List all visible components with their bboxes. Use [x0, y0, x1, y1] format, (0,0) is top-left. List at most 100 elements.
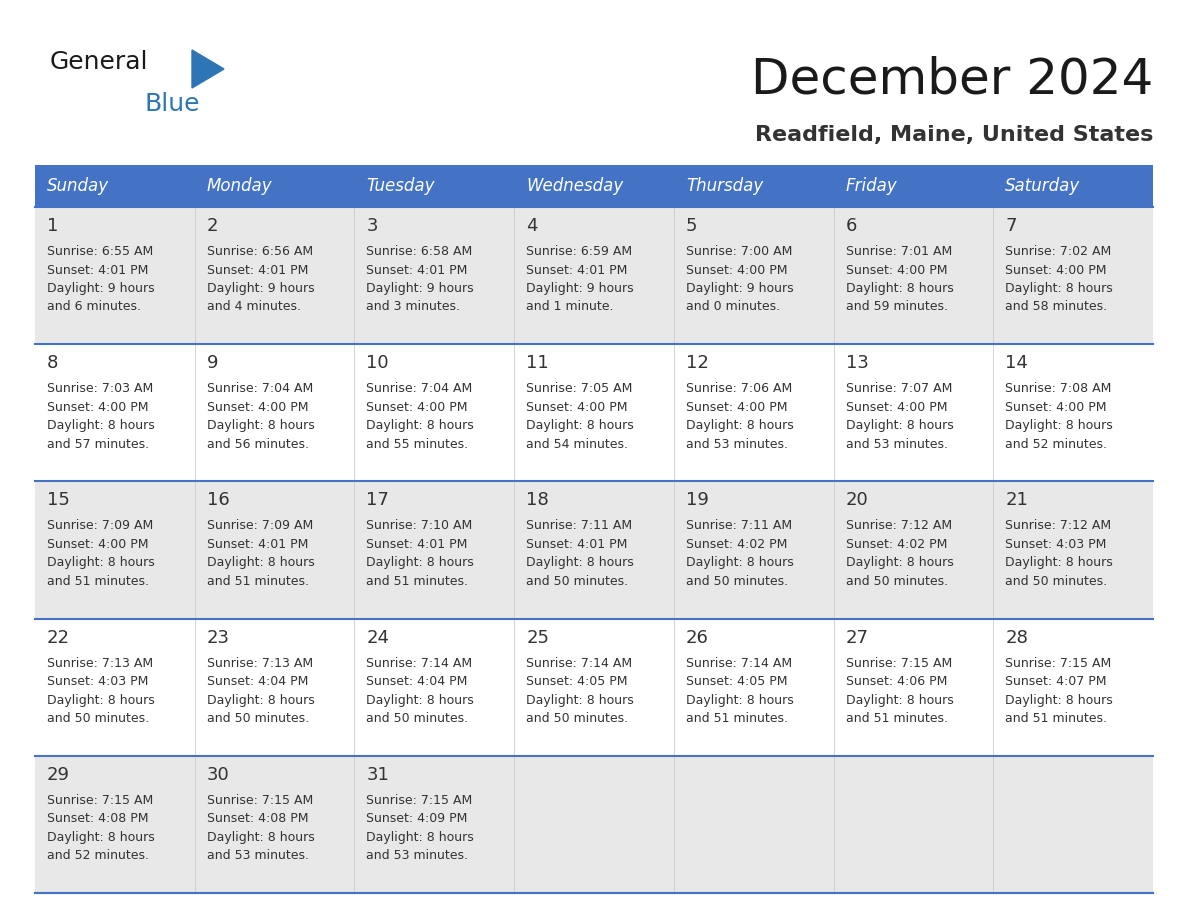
Text: Daylight: 8 hours: Daylight: 8 hours	[366, 420, 474, 432]
Text: Sunrise: 7:09 AM: Sunrise: 7:09 AM	[207, 520, 312, 532]
Text: Sunset: 4:00 PM: Sunset: 4:00 PM	[1005, 400, 1107, 414]
Text: Sunset: 4:00 PM: Sunset: 4:00 PM	[685, 263, 788, 276]
Text: Sunday: Sunday	[48, 177, 109, 195]
Text: 11: 11	[526, 354, 549, 372]
Text: Daylight: 8 hours: Daylight: 8 hours	[526, 420, 634, 432]
Text: Daylight: 9 hours: Daylight: 9 hours	[48, 282, 154, 295]
Text: Daylight: 8 hours: Daylight: 8 hours	[48, 420, 154, 432]
Text: 21: 21	[1005, 491, 1028, 509]
Text: Sunrise: 7:04 AM: Sunrise: 7:04 AM	[207, 382, 312, 396]
Text: 13: 13	[846, 354, 868, 372]
Text: Sunset: 4:00 PM: Sunset: 4:00 PM	[846, 400, 947, 414]
Text: and 58 minutes.: and 58 minutes.	[1005, 300, 1107, 314]
Text: and 6 minutes.: and 6 minutes.	[48, 300, 141, 314]
Text: and 56 minutes.: and 56 minutes.	[207, 438, 309, 451]
Text: and 50 minutes.: and 50 minutes.	[846, 575, 948, 588]
Bar	[34, 207, 1154, 344]
Text: Sunset: 4:01 PM: Sunset: 4:01 PM	[526, 263, 627, 276]
Text: Sunset: 4:09 PM: Sunset: 4:09 PM	[366, 812, 468, 825]
Text: Sunset: 4:01 PM: Sunset: 4:01 PM	[526, 538, 627, 551]
Text: Daylight: 8 hours: Daylight: 8 hours	[685, 556, 794, 569]
Text: and 51 minutes.: and 51 minutes.	[48, 575, 148, 588]
Text: and 50 minutes.: and 50 minutes.	[48, 712, 150, 725]
Polygon shape	[192, 50, 225, 88]
Text: Daylight: 8 hours: Daylight: 8 hours	[685, 694, 794, 707]
Text: 26: 26	[685, 629, 709, 646]
Text: Daylight: 9 hours: Daylight: 9 hours	[207, 282, 315, 295]
Text: Sunrise: 7:07 AM: Sunrise: 7:07 AM	[846, 382, 952, 396]
Text: Sunrise: 7:15 AM: Sunrise: 7:15 AM	[48, 794, 153, 807]
Text: 25: 25	[526, 629, 549, 646]
Text: Sunrise: 6:56 AM: Sunrise: 6:56 AM	[207, 245, 312, 258]
Text: and 1 minute.: and 1 minute.	[526, 300, 614, 314]
Text: Sunrise: 7:10 AM: Sunrise: 7:10 AM	[366, 520, 473, 532]
Text: 22: 22	[48, 629, 70, 646]
Text: Sunset: 4:08 PM: Sunset: 4:08 PM	[207, 812, 308, 825]
Text: Daylight: 8 hours: Daylight: 8 hours	[366, 694, 474, 707]
Text: Sunset: 4:03 PM: Sunset: 4:03 PM	[1005, 538, 1107, 551]
Text: Daylight: 8 hours: Daylight: 8 hours	[685, 420, 794, 432]
Text: Sunset: 4:04 PM: Sunset: 4:04 PM	[207, 675, 308, 688]
Text: Sunset: 4:02 PM: Sunset: 4:02 PM	[685, 538, 788, 551]
Bar	[34, 756, 1154, 893]
Text: 15: 15	[48, 491, 70, 509]
Text: 3: 3	[366, 217, 378, 235]
Text: Sunrise: 7:11 AM: Sunrise: 7:11 AM	[526, 520, 632, 532]
Text: Sunrise: 7:15 AM: Sunrise: 7:15 AM	[846, 656, 952, 669]
Text: Sunrise: 7:12 AM: Sunrise: 7:12 AM	[846, 520, 952, 532]
Text: Sunset: 4:05 PM: Sunset: 4:05 PM	[526, 675, 627, 688]
Text: 29: 29	[48, 766, 70, 784]
Text: Monday: Monday	[207, 177, 272, 195]
Text: Sunrise: 6:58 AM: Sunrise: 6:58 AM	[366, 245, 473, 258]
Text: 23: 23	[207, 629, 229, 646]
Text: Daylight: 8 hours: Daylight: 8 hours	[1005, 282, 1113, 295]
Text: 31: 31	[366, 766, 390, 784]
Text: Sunset: 4:00 PM: Sunset: 4:00 PM	[846, 263, 947, 276]
Bar	[34, 344, 1154, 481]
Text: Daylight: 8 hours: Daylight: 8 hours	[846, 420, 953, 432]
Text: and 4 minutes.: and 4 minutes.	[207, 300, 301, 314]
Text: Sunset: 4:01 PM: Sunset: 4:01 PM	[366, 263, 468, 276]
Text: and 59 minutes.: and 59 minutes.	[846, 300, 948, 314]
Text: Daylight: 8 hours: Daylight: 8 hours	[48, 556, 154, 569]
Text: 2: 2	[207, 217, 219, 235]
Text: and 50 minutes.: and 50 minutes.	[526, 712, 628, 725]
Text: Sunrise: 7:01 AM: Sunrise: 7:01 AM	[846, 245, 952, 258]
Text: 30: 30	[207, 766, 229, 784]
Text: Sunset: 4:01 PM: Sunset: 4:01 PM	[48, 263, 148, 276]
Text: Daylight: 8 hours: Daylight: 8 hours	[846, 556, 953, 569]
Text: 27: 27	[846, 629, 868, 646]
Text: 28: 28	[1005, 629, 1028, 646]
Text: and 50 minutes.: and 50 minutes.	[1005, 575, 1107, 588]
Text: and 52 minutes.: and 52 minutes.	[1005, 438, 1107, 451]
Text: Sunrise: 7:02 AM: Sunrise: 7:02 AM	[1005, 245, 1112, 258]
Text: Daylight: 8 hours: Daylight: 8 hours	[846, 694, 953, 707]
Text: Daylight: 8 hours: Daylight: 8 hours	[846, 282, 953, 295]
Text: Readfield, Maine, United States: Readfield, Maine, United States	[754, 125, 1154, 145]
Text: 4: 4	[526, 217, 538, 235]
Text: Sunset: 4:01 PM: Sunset: 4:01 PM	[366, 538, 468, 551]
Text: and 51 minutes.: and 51 minutes.	[846, 712, 948, 725]
Text: Daylight: 8 hours: Daylight: 8 hours	[1005, 694, 1113, 707]
Text: Sunset: 4:03 PM: Sunset: 4:03 PM	[48, 675, 148, 688]
Text: Sunrise: 7:08 AM: Sunrise: 7:08 AM	[1005, 382, 1112, 396]
Text: 10: 10	[366, 354, 388, 372]
Text: Daylight: 8 hours: Daylight: 8 hours	[366, 556, 474, 569]
Text: Sunset: 4:05 PM: Sunset: 4:05 PM	[685, 675, 788, 688]
Text: Sunset: 4:00 PM: Sunset: 4:00 PM	[48, 400, 148, 414]
Text: Sunset: 4:00 PM: Sunset: 4:00 PM	[366, 400, 468, 414]
Text: 16: 16	[207, 491, 229, 509]
Bar	[34, 165, 1154, 207]
Text: Sunrise: 7:15 AM: Sunrise: 7:15 AM	[1005, 656, 1112, 669]
Text: Sunrise: 7:05 AM: Sunrise: 7:05 AM	[526, 382, 632, 396]
Text: 19: 19	[685, 491, 709, 509]
Text: Sunset: 4:04 PM: Sunset: 4:04 PM	[366, 675, 468, 688]
Text: Daylight: 8 hours: Daylight: 8 hours	[207, 694, 315, 707]
Text: Daylight: 8 hours: Daylight: 8 hours	[48, 694, 154, 707]
Text: Sunset: 4:00 PM: Sunset: 4:00 PM	[1005, 263, 1107, 276]
Text: 20: 20	[846, 491, 868, 509]
Text: Sunrise: 7:11 AM: Sunrise: 7:11 AM	[685, 520, 792, 532]
Text: and 0 minutes.: and 0 minutes.	[685, 300, 781, 314]
Text: December 2024: December 2024	[751, 55, 1154, 103]
Text: Sunrise: 7:03 AM: Sunrise: 7:03 AM	[48, 382, 153, 396]
